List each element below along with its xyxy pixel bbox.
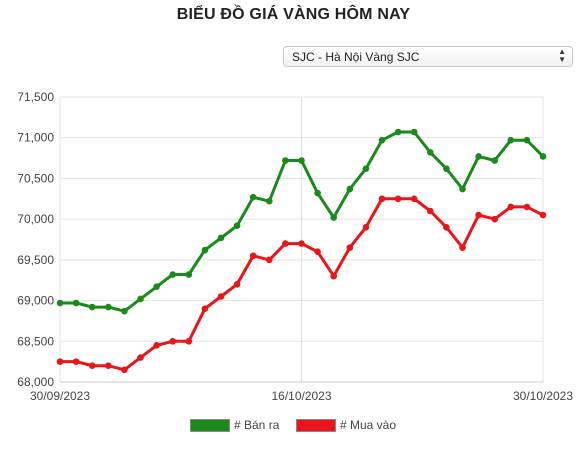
data-point[interactable] [233, 280, 241, 288]
y-tick-label: 69,000 [17, 294, 54, 308]
data-point[interactable] [475, 211, 482, 219]
data-point[interactable] [249, 252, 257, 260]
data-point[interactable] [491, 157, 499, 164]
data-point[interactable] [507, 203, 515, 211]
series-1 [56, 195, 547, 374]
data-point[interactable] [105, 362, 112, 370]
data-point[interactable] [137, 295, 144, 303]
data-point[interactable] [410, 195, 418, 203]
series-0 [56, 128, 547, 315]
data-point[interactable] [539, 153, 547, 160]
data-point[interactable] [121, 366, 128, 374]
data-point[interactable] [88, 362, 96, 370]
chart-grid [59, 96, 544, 383]
data-point[interactable] [185, 337, 193, 345]
data-point[interactable] [427, 207, 434, 215]
data-point[interactable] [475, 153, 482, 160]
y-axis: 68,000 68,500 69,000 69,500 70,000 70,500 71,0… [17, 90, 54, 389]
chart-legend: # Bán ra # Mua vào [0, 417, 587, 437]
x-axis: 30/09/2023 16/10/2023 30/10/2023 [30, 381, 573, 403]
data-point[interactable] [169, 337, 176, 345]
data-point[interactable] [266, 256, 273, 264]
y-tick-label: 70,500 [17, 171, 54, 185]
data-point[interactable] [362, 223, 370, 231]
x-tick-label: 30/10/2023 [513, 389, 573, 403]
data-point[interactable] [233, 222, 241, 229]
x-tick-label: 30/09/2023 [30, 389, 90, 403]
data-point[interactable] [137, 354, 144, 361]
data-point[interactable] [314, 248, 321, 256]
data-point[interactable] [249, 193, 257, 201]
data-point[interactable] [459, 244, 466, 251]
data-point[interactable] [217, 293, 225, 300]
y-tick-label: 71,500 [17, 90, 54, 104]
data-point[interactable] [121, 307, 128, 315]
data-point[interactable] [491, 215, 499, 223]
data-point[interactable] [314, 189, 321, 197]
data-point[interactable] [153, 342, 160, 349]
data-point[interactable] [72, 358, 80, 365]
data-point[interactable] [394, 195, 402, 203]
data-point[interactable] [346, 185, 354, 193]
data-point[interactable] [88, 303, 96, 311]
data-point[interactable] [346, 244, 354, 251]
y-tick-label: 69,500 [17, 253, 54, 267]
chart-title: BIỂU ĐỒ GIÁ VÀNG HÔM NAY [176, 6, 411, 23]
data-point[interactable] [201, 246, 209, 254]
legend-label-ban-ra: # Bán ra [234, 418, 280, 432]
y-tick-label: 68,500 [17, 334, 54, 348]
y-tick-label: 71,000 [17, 131, 54, 145]
x-tick-label: 16/10/2023 [271, 389, 331, 403]
data-point[interactable] [72, 299, 80, 307]
data-point[interactable] [217, 234, 225, 242]
legend-swatch-mua-vao [296, 419, 336, 432]
data-point[interactable] [330, 272, 338, 280]
chart-series [56, 128, 547, 374]
data-point[interactable] [378, 136, 386, 144]
y-tick-label: 68,000 [17, 375, 54, 389]
legend-label-mua-vao: # Mua vào [340, 418, 397, 432]
data-point[interactable] [362, 165, 370, 172]
data-point[interactable] [394, 128, 402, 136]
data-point[interactable] [427, 149, 434, 156]
data-point[interactable] [378, 195, 386, 203]
location-select[interactable]: SJC - Hà Nội Vàng SJC ▲ ▼ [283, 46, 573, 67]
data-point[interactable] [330, 214, 338, 221]
data-point[interactable] [169, 271, 176, 278]
updown-chevron-icon: ▲ ▼ [558, 47, 566, 64]
data-point[interactable] [282, 157, 289, 164]
data-point[interactable] [105, 303, 112, 311]
data-point[interactable] [443, 165, 450, 172]
data-point[interactable] [523, 136, 531, 144]
data-point[interactable] [56, 299, 64, 307]
data-point[interactable] [201, 305, 209, 313]
data-point[interactable] [410, 128, 418, 136]
data-point[interactable] [507, 136, 515, 144]
data-point[interactable] [298, 157, 305, 164]
legend-swatch-ban-ra [190, 419, 230, 432]
data-point[interactable] [185, 271, 193, 278]
data-point[interactable] [443, 223, 450, 231]
data-point[interactable] [282, 240, 289, 247]
location-select-value: SJC - Hà Nội Vàng SJC [292, 50, 420, 64]
data-point[interactable] [56, 358, 64, 365]
data-point[interactable] [153, 283, 160, 291]
data-point[interactable] [298, 240, 305, 247]
y-tick-label: 70,000 [17, 212, 54, 226]
data-point[interactable] [459, 185, 466, 193]
data-point[interactable] [523, 203, 531, 211]
data-point[interactable] [266, 197, 273, 205]
data-point[interactable] [539, 211, 547, 219]
